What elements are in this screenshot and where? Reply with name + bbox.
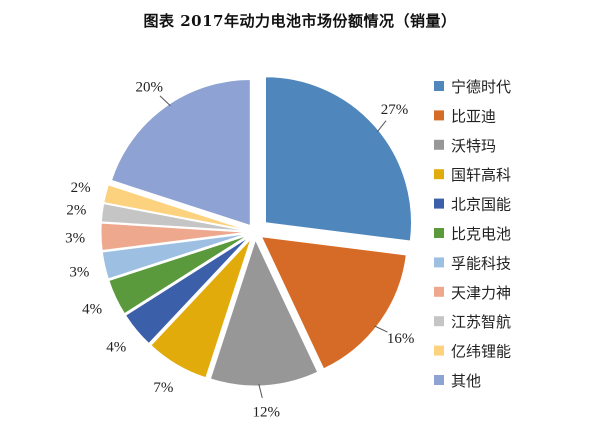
legend-item-8: 天津力神: [434, 284, 511, 302]
pct-label-7: 3%: [69, 264, 89, 280]
legend-swatch: [434, 198, 444, 209]
legend-label: 宁德时代: [451, 78, 511, 96]
legend-label: 天津力神: [451, 284, 511, 302]
legend-swatch: [434, 81, 444, 91]
legend-item-2: 比亚迪: [434, 107, 496, 125]
pie-slice-2: [260, 236, 407, 370]
pie-slice-8: [100, 222, 248, 252]
pct-label-3: 12%: [253, 405, 281, 421]
legend-item-7: 孚能科技: [434, 254, 511, 272]
legend-label: 孚能科技: [451, 254, 511, 272]
legend-label: 比克电池: [451, 225, 511, 243]
leader-line-3: [258, 383, 263, 398]
pct-label-2: 16%: [387, 331, 415, 347]
pie-slice-5: [124, 236, 250, 345]
legend-item-11: 其他: [434, 372, 481, 390]
legend-swatch: [434, 375, 444, 385]
pct-label-11: 20%: [135, 79, 163, 95]
pie-labels: 27% 16% 12% 7% 4% 4% 3% 3% 2% 2% 20%: [65, 79, 414, 420]
chart-title: 图表 2017年动力电池市场份额情况（销量）: [143, 12, 457, 30]
legend-swatch: [434, 345, 444, 356]
legend-swatch: [434, 228, 444, 238]
legend-item-1: 宁德时代: [434, 78, 511, 96]
pct-label-10: 2%: [71, 180, 91, 196]
legend-swatch: [434, 110, 444, 121]
legend-label: 北京国能: [451, 196, 511, 214]
pie-slice-9: [100, 203, 248, 232]
legend-swatch: [434, 286, 444, 297]
leader-line-1: [376, 120, 387, 133]
pct-label-9: 2%: [66, 202, 86, 218]
pct-label-6: 4%: [82, 302, 102, 318]
pie-slice-4: [150, 238, 252, 379]
pct-label-4: 7%: [153, 380, 173, 396]
legend-swatch: [434, 257, 444, 268]
legend-label: 国轩高科: [451, 166, 511, 184]
legend-swatch: [434, 139, 444, 150]
legend-label: 其他: [451, 372, 481, 390]
pie-slices: [100, 76, 412, 387]
legend-item-6: 比克电池: [434, 225, 511, 243]
legend-swatch: [434, 316, 444, 327]
legend-swatch: [434, 169, 444, 180]
pie-slice-11: [110, 79, 251, 227]
legend-item-5: 北京国能: [434, 196, 511, 214]
leader-line-11: [159, 95, 171, 107]
legend-item-10: 亿纬锂能: [434, 343, 511, 361]
pie-slice-7: [101, 233, 248, 280]
legend-item-4: 国轩高科: [434, 166, 511, 184]
legend-item-9: 江苏智航: [434, 313, 511, 331]
pct-label-1: 27%: [381, 102, 409, 118]
pie-slice-6: [108, 234, 249, 315]
legend-label: 比亚迪: [451, 107, 496, 125]
pie-slice-1: [265, 76, 412, 242]
pie-slice-3: [209, 238, 319, 387]
pct-label-8: 3%: [65, 231, 85, 247]
pie-slice-10: [103, 184, 248, 231]
legend-label: 沃特玛: [451, 137, 496, 155]
legend-item-3: 沃特玛: [434, 137, 496, 155]
leader-line-2: [374, 325, 388, 333]
pct-label-5: 4%: [106, 340, 126, 356]
legend-label: 江苏智航: [451, 313, 511, 331]
legend-label: 亿纬锂能: [451, 343, 511, 361]
